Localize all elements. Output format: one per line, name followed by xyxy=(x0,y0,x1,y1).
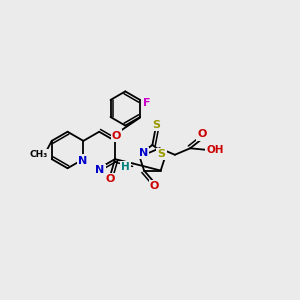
Text: O: O xyxy=(150,181,159,191)
Text: O: O xyxy=(112,130,121,141)
Text: O: O xyxy=(106,174,115,184)
Text: CH₃: CH₃ xyxy=(29,150,48,159)
Text: H: H xyxy=(121,162,130,172)
Text: S: S xyxy=(158,149,165,159)
Text: S: S xyxy=(152,120,160,130)
Text: O: O xyxy=(197,129,207,140)
Text: F: F xyxy=(143,98,150,108)
Text: OH: OH xyxy=(206,145,224,155)
Text: N: N xyxy=(78,156,87,166)
Text: N: N xyxy=(95,165,104,175)
Text: N: N xyxy=(139,148,148,158)
